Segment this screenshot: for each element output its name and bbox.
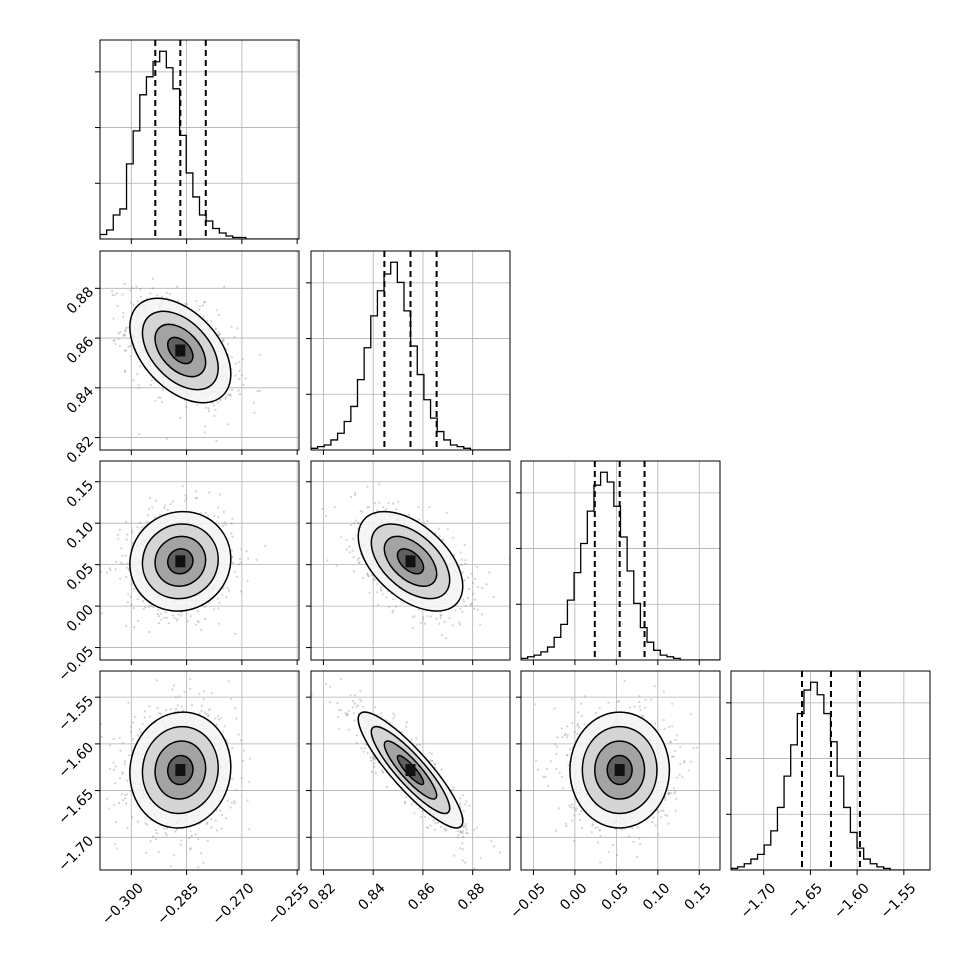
- histogram-step: [731, 681, 930, 870]
- histogram-step: [521, 471, 720, 660]
- y-tick-label: −0.05: [55, 643, 97, 685]
- density-peak: [614, 764, 625, 777]
- axes-frame: [99, 250, 300, 451]
- x-tick-label: 0.10: [640, 880, 673, 913]
- x-tick-label: 0.05: [599, 880, 632, 913]
- panel-3-3: [726, 670, 931, 875]
- density-peak: [405, 555, 416, 568]
- panel-2-1: [306, 460, 511, 665]
- y-tick-label: −1.70: [55, 833, 97, 875]
- panel-3-2: [516, 670, 721, 875]
- x-tick-label: −0.285: [154, 880, 202, 928]
- x-tick-label: 0.82: [306, 880, 339, 913]
- grid-lines: [731, 671, 930, 870]
- axes-frame: [310, 250, 511, 451]
- panel-1-1: [306, 250, 511, 455]
- panel-3-1: [306, 670, 511, 875]
- x-tick-label: 0.15: [682, 880, 715, 913]
- histogram-step: [311, 261, 510, 450]
- density-peak: [175, 764, 186, 777]
- density-peak: [175, 555, 186, 568]
- panel-2-2: [516, 460, 721, 665]
- axes-frame: [99, 39, 300, 240]
- y-tick-label: 0.10: [64, 519, 97, 552]
- y-tick-label: 0.15: [64, 477, 97, 510]
- x-tick-label: 0.84: [355, 880, 388, 913]
- x-tick-label: −1.65: [784, 880, 826, 922]
- y-tick-label: −1.60: [55, 740, 97, 782]
- y-tick-label: 0.82: [64, 433, 97, 466]
- x-tick-label: −1.55: [878, 880, 920, 922]
- panel-3-0: [95, 670, 300, 875]
- x-tick-label: 0.88: [455, 880, 488, 913]
- density-peak: [405, 764, 416, 777]
- axes-frame: [310, 670, 511, 871]
- x-tick-label: −0.255: [265, 880, 313, 928]
- axes-frame: [520, 670, 721, 871]
- y-tick-label: 0.05: [64, 560, 97, 593]
- y-tick-label: 0.84: [64, 384, 97, 417]
- y-tick-label: −1.65: [55, 786, 97, 828]
- grid-lines: [100, 40, 299, 239]
- axes-frame: [99, 460, 300, 661]
- y-tick-label: 0.86: [64, 334, 97, 367]
- panel-2-0: [95, 460, 300, 665]
- y-tick-label: 0.88: [64, 284, 97, 317]
- y-tick-label: −1.55: [55, 693, 97, 735]
- axes-frame: [310, 460, 511, 661]
- x-tick-label: −1.70: [738, 880, 780, 922]
- x-tick-label: −0.270: [210, 880, 258, 928]
- panel-0-0: [95, 39, 300, 244]
- axes-frame: [730, 670, 931, 871]
- y-tick-label: 0.00: [64, 602, 97, 635]
- x-tick-label: 0.86: [405, 880, 438, 913]
- x-tick-label: 0.00: [557, 880, 590, 913]
- panel-1-0: [95, 250, 300, 455]
- grid-lines: [521, 461, 720, 660]
- axes-frame: [99, 670, 300, 871]
- grid-lines: [311, 251, 510, 450]
- axes-frame: [520, 460, 721, 661]
- x-tick-label: −0.05: [507, 880, 549, 922]
- density-peak: [175, 344, 186, 357]
- histogram-step: [100, 50, 299, 239]
- x-tick-label: −0.300: [99, 880, 147, 928]
- x-tick-label: −1.60: [831, 880, 873, 922]
